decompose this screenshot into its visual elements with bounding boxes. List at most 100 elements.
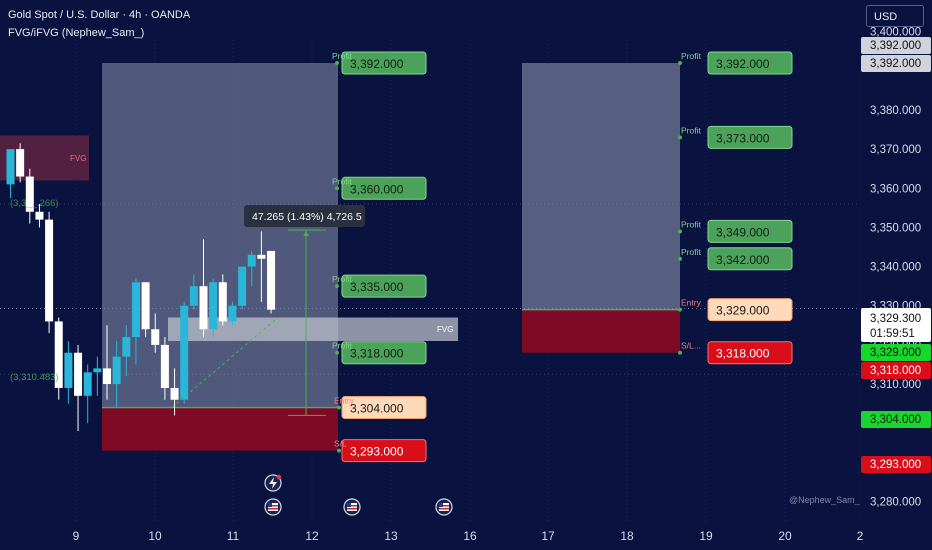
x-tick-label: 20 (778, 529, 792, 543)
profit-price-text: 3,342.000 (716, 253, 770, 267)
axis-price-badge (861, 362, 931, 379)
candle-body (122, 337, 131, 357)
entry-dot (678, 307, 682, 312)
entry-price-label (707, 298, 793, 322)
stop-price-label (707, 341, 793, 365)
flag-stripe (268, 508, 278, 510)
axis-price-badge-text: 3,304.000 (870, 414, 921, 426)
candle-body (25, 176, 34, 212)
axis-price-badge-text: 3,318.000 (870, 365, 921, 377)
candle-body (170, 387, 179, 400)
axis-price-badge-text: 3,293.000 (870, 459, 921, 471)
axis-price-badge-text: 3,329.000 (870, 347, 921, 359)
candle-body (228, 305, 237, 322)
time-axis (0, 522, 860, 550)
candle-body (6, 149, 15, 185)
lightning-glyph (269, 477, 277, 489)
us-flag-event-icon (343, 498, 361, 516)
stop-price-text: 3,293.000 (350, 445, 404, 459)
profit-tag: Profit (681, 219, 701, 229)
profit-dot (678, 61, 682, 65)
lightning-event-icon (264, 474, 282, 492)
candle-body (45, 219, 54, 322)
x-tick-label: 13 (384, 529, 398, 543)
chart-title: Gold Spot / U.S. Dollar · 4h · OANDA (8, 9, 191, 21)
profit-price-label (341, 341, 427, 365)
indicator-title: FVG/iFVG (Nephew_Sam_) (8, 27, 145, 39)
us-flag-event-icon (264, 498, 282, 516)
x-tick-label: 18 (620, 529, 634, 543)
flag-canton (347, 503, 351, 507)
x-tick-label: 2 (857, 529, 864, 543)
stop-loss-zone (522, 309, 680, 353)
flag-stripe (268, 505, 278, 507)
profit-dot (335, 61, 339, 65)
fvg-zone (0, 135, 89, 181)
us-flag-event-icon (435, 498, 453, 516)
entry-price-text: 3,329.000 (716, 304, 770, 318)
notification-dot (276, 474, 282, 480)
profit-zone (522, 63, 680, 310)
candle-body (267, 250, 276, 310)
y-tick-label: 3,360.000 (870, 183, 921, 195)
fvg-label: FVG (437, 325, 453, 334)
fvg-label: FVG (70, 154, 86, 163)
axis-price-badge-text: 3,392.000 (870, 58, 921, 70)
current-price-text: 3,329.300 (870, 313, 921, 325)
profit-price-label (341, 51, 427, 75)
profit-price-text: 3,318.000 (350, 347, 404, 361)
candle-body (141, 282, 150, 330)
profit-price-label (341, 274, 427, 298)
candle-body (16, 149, 25, 177)
profit-dot (335, 350, 339, 355)
stop-dot (337, 448, 341, 453)
entry-price-label (341, 396, 427, 420)
profit-tag: Profit (332, 176, 352, 186)
x-tick-label: 10 (148, 529, 162, 543)
candle-body (93, 368, 102, 373)
profit-price-label (707, 125, 793, 149)
candle-body (64, 352, 73, 388)
flag-canton (268, 503, 272, 507)
flag-stripe (439, 508, 449, 510)
profit-tag: Profit (681, 125, 701, 135)
profit-price-text: 3,373.000 (716, 131, 770, 145)
profit-dot (335, 284, 339, 289)
candle-body (199, 286, 208, 330)
currency-button[interactable]: USD (866, 5, 924, 27)
profit-dot (678, 229, 682, 234)
axis-price-badge-text: 3,392.000 (870, 40, 921, 52)
stop-dot (678, 350, 682, 355)
candle-body (35, 211, 44, 220)
entry-price-text: 3,304.000 (350, 402, 404, 416)
flag-canton (439, 503, 443, 507)
candle-body (247, 254, 256, 267)
candle-body (218, 282, 227, 322)
candle-body (180, 305, 189, 400)
candle-body (74, 352, 83, 396)
watermark: @Nephew_Sam_ (789, 495, 861, 505)
flag-stripe (347, 505, 357, 507)
profit-dot (678, 135, 682, 140)
axis-price-badge (861, 456, 931, 473)
swing-high-label: (3,3__.266) (10, 198, 59, 209)
candle-body (160, 344, 169, 388)
profit-price-text: 3,349.000 (716, 225, 770, 239)
profit-dot (335, 186, 339, 191)
axis-price-badge (861, 411, 931, 428)
candle-body (131, 282, 140, 338)
profit-price-label (341, 176, 427, 200)
x-tick-label: 17 (541, 529, 555, 543)
profit-tag: Profit (332, 274, 352, 284)
profit-tag: Profit (681, 51, 701, 61)
stop-price-label (341, 439, 427, 463)
stop-loss-zone (102, 407, 338, 451)
flag-stripe (439, 505, 449, 507)
profit-price-label (707, 51, 793, 75)
y-tick-label: 3,280.000 (870, 497, 921, 509)
y-tick-label: 3,310.000 (870, 379, 921, 391)
candle-body (209, 282, 218, 330)
x-tick-label: 11 (227, 529, 240, 543)
